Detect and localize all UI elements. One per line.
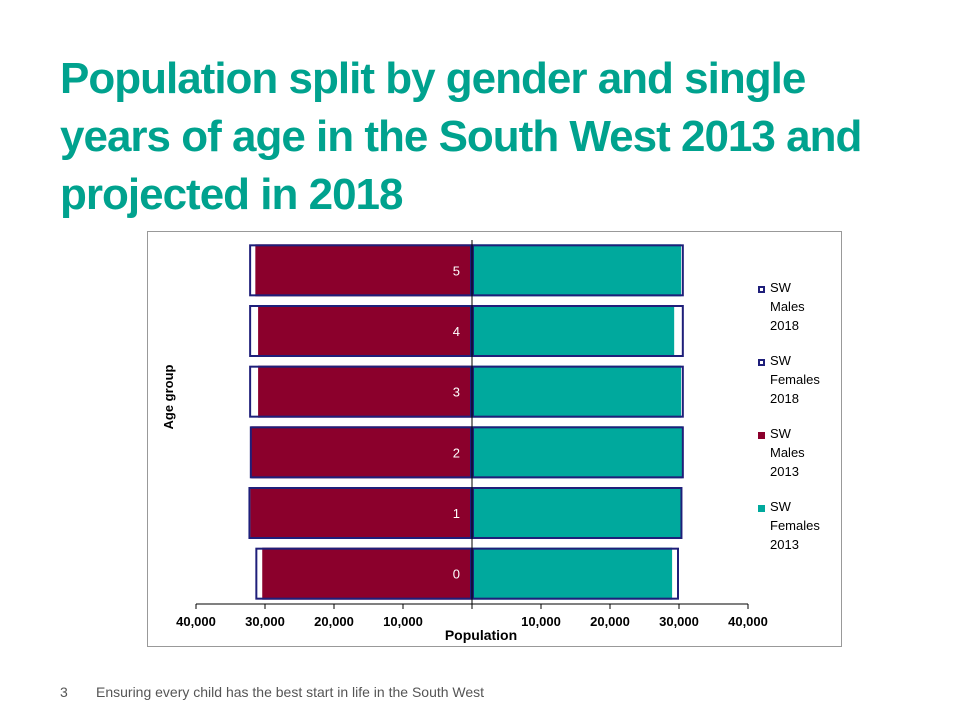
bar-sw-males-2013-age-2 bbox=[251, 426, 472, 479]
legend-line: SW bbox=[770, 353, 791, 368]
legend-line: SW bbox=[770, 426, 791, 441]
bar-sw-females-2013-age-2 bbox=[472, 426, 683, 479]
bar-sw-males-2013-age-1 bbox=[250, 487, 472, 539]
legend-label-females-2018: SW Females 2018 bbox=[770, 351, 840, 408]
bar-sw-males-2013-age-4 bbox=[258, 305, 472, 357]
bar-sw-males-2018-age-1 bbox=[248, 487, 472, 539]
chart-frame: 40,000 30,000 20,000 10,000 10,000 20,000 30,0… bbox=[147, 231, 842, 647]
category-label-age-1: 1 bbox=[453, 506, 460, 521]
legend-line: 2018 bbox=[770, 318, 799, 333]
legend-line: Males bbox=[770, 299, 805, 314]
bar-sw-females-2018-age-3 bbox=[472, 365, 684, 418]
legend-item-females-2013: SW Females 2013 bbox=[758, 497, 838, 570]
category-labels-layer: 0 1 2 3 4 5 bbox=[453, 263, 460, 581]
footer-text: Ensuring every child has the best start … bbox=[96, 684, 485, 700]
category-label-age-5: 5 bbox=[453, 263, 460, 278]
bar-sw-males-2013-age-5 bbox=[255, 244, 472, 297]
legend-line: Females bbox=[770, 372, 820, 387]
bar-sw-males-2013-age-0 bbox=[262, 547, 472, 600]
legend-line: 2013 bbox=[770, 537, 799, 552]
category-label-age-0: 0 bbox=[453, 567, 460, 582]
bar-sw-males-2018-age-2 bbox=[249, 426, 472, 479]
legend-label-males-2013: SW Males 2013 bbox=[770, 424, 840, 481]
x-tick-label: 10,000 bbox=[521, 614, 561, 629]
x-tick-label: 30,000 bbox=[245, 614, 285, 629]
slide-number: 3 bbox=[60, 684, 68, 700]
legend-label-males-2018: SW Males 2018 bbox=[770, 278, 840, 335]
legend-item-females-2018: SW Females 2018 bbox=[758, 351, 838, 424]
x-tick-label: 40,000 bbox=[728, 614, 768, 629]
legend-line: SW bbox=[770, 499, 791, 514]
axis-layer: 40,000 30,000 20,000 10,000 10,000 20,000 30,0… bbox=[176, 240, 768, 629]
bar-sw-males-2018-age-3 bbox=[249, 365, 472, 418]
bar-sw-females-2013-age-5 bbox=[472, 244, 682, 297]
legend-line: Males bbox=[770, 445, 805, 460]
population-pyramid-chart: 40,000 30,000 20,000 10,000 10,000 20,000 30,0… bbox=[161, 240, 768, 643]
x-tick-label: 10,000 bbox=[383, 614, 423, 629]
bar-sw-females-2018-age-4 bbox=[472, 305, 684, 357]
bar-sw-females-2013-age-1 bbox=[472, 487, 682, 539]
legend-line: 2018 bbox=[770, 391, 799, 406]
legend-label-females-2013: SW Females 2013 bbox=[770, 497, 840, 554]
x-tick-label: 20,000 bbox=[314, 614, 354, 629]
x-tick-label: 40,000 bbox=[176, 614, 216, 629]
bar-sw-females-2013-age-4 bbox=[472, 305, 675, 357]
legend-swatch-females-2013 bbox=[758, 505, 765, 512]
slide-title: Population split by gender and single ye… bbox=[60, 54, 862, 219]
bar-sw-males-2018-age-4 bbox=[249, 305, 472, 357]
bar-sw-males-2018-age-0 bbox=[255, 547, 472, 600]
bar-sw-females-2018-age-0 bbox=[472, 547, 679, 600]
legend-item-males-2013: SW Males 2013 bbox=[758, 424, 838, 497]
x-tick-label: 30,000 bbox=[659, 614, 699, 629]
legend-swatch-males-2013 bbox=[758, 432, 765, 439]
bar-sw-females-2018-age-5 bbox=[472, 244, 684, 297]
bars-layer bbox=[248, 244, 684, 600]
category-label-age-2: 2 bbox=[453, 445, 460, 460]
x-axis-title: Population bbox=[445, 627, 517, 643]
legend-swatch-males-2018 bbox=[758, 286, 765, 293]
legend-swatch-females-2018 bbox=[758, 359, 765, 366]
x-tick-label: 20,000 bbox=[590, 614, 630, 629]
bar-sw-females-2018-age-2 bbox=[472, 426, 684, 479]
y-axis-title: Age group bbox=[161, 364, 176, 429]
bar-sw-females-2013-age-3 bbox=[472, 365, 682, 418]
category-label-age-4: 4 bbox=[453, 324, 460, 339]
chart-legend: SW Males 2018 SW Females 2018 SW Males 2… bbox=[758, 278, 838, 570]
legend-line: SW bbox=[770, 280, 791, 295]
legend-item-males-2018: SW Males 2018 bbox=[758, 278, 838, 351]
bar-sw-females-2018-age-1 bbox=[472, 487, 683, 539]
legend-line: 2013 bbox=[770, 464, 799, 479]
bar-sw-males-2018-age-5 bbox=[249, 244, 472, 297]
bar-sw-females-2013-age-0 bbox=[472, 547, 673, 600]
legend-line: Females bbox=[770, 518, 820, 533]
category-label-age-3: 3 bbox=[453, 385, 460, 400]
bar-sw-males-2013-age-3 bbox=[258, 365, 472, 418]
